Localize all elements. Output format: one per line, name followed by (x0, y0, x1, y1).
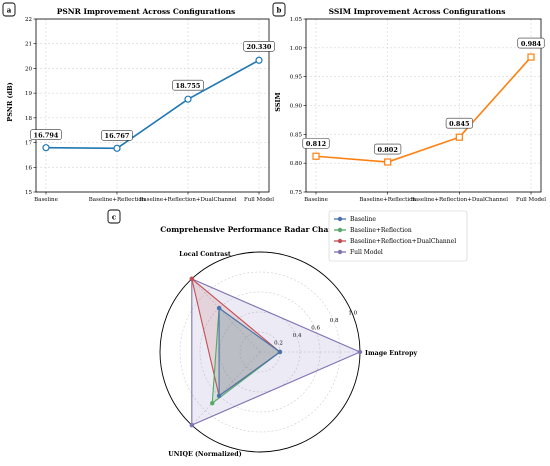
chart-a-ytick-label: 16 (25, 165, 32, 171)
chart-c-point (189, 422, 195, 428)
chart-c-legend-label: Full Model (350, 249, 383, 256)
chart-b-data-label-box (517, 37, 545, 49)
panel-label-b: b (272, 2, 286, 17)
chart-b-xtick-label: Baseline+Reflection (359, 197, 416, 203)
chart-c-axis-label: Image Entropy (365, 350, 417, 357)
chart-a-ytick-label: 22 (25, 17, 32, 23)
chart-b-series-line (315, 56, 532, 163)
chart-c-title: Comprehensive Performance Radar Chart (160, 225, 336, 234)
chart-c-legend-label: Baseline (350, 216, 376, 223)
chart-c-legend-swatch-dot (337, 249, 343, 255)
chart-a-ytick-label: 20 (25, 66, 32, 72)
chart-a-data-label-box (30, 129, 62, 140)
chart-a-ytick-label: 15 (25, 190, 32, 196)
chart-c-rtick-label: 0.8 (330, 318, 339, 324)
chart-b-data-label: 0.802 (377, 146, 397, 154)
chart-b-ytick-label: 1.05 (290, 17, 303, 23)
chart-a-ytick-label: 18 (25, 116, 32, 122)
chart-c-point (216, 393, 222, 399)
chart-a-xtick-label: Baseline+Reflection (89, 197, 146, 203)
chart-b-point (455, 133, 463, 141)
chart-b-axes-frame (305, 18, 542, 193)
chart-b-data-label-box (302, 137, 330, 149)
chart-c-rtick-label: 1.0 (348, 311, 357, 317)
chart-b-ytick-label: 1.00 (290, 46, 303, 52)
chart-a-point (42, 144, 50, 152)
chart-a-data-label: 20.330 (247, 43, 272, 51)
chart-a-xtick-label: Baseline (34, 197, 58, 203)
chart-c-rtick-label: 0.2 (274, 341, 283, 347)
chart-b-plot: 0.75 0.80 0.85 0.90 0.95 1.00 1.05 Baseline Base… (290, 17, 547, 203)
chart-b-ytick-label: 0.75 (290, 190, 303, 196)
chart-a-data-label: 18.755 (176, 82, 201, 90)
svg-text:c: c (112, 213, 116, 222)
chart-a-series-line (45, 59, 260, 150)
panel-label-a: a (2, 2, 16, 17)
chart-a-plot: 15 16 17 18 19 20 21 22 Baseline Baseline+Reflect… (25, 17, 275, 203)
chart-c-legend-swatch-dot (337, 238, 343, 244)
panel-label-c: c (107, 209, 121, 224)
chart-c-series-area (191, 278, 362, 426)
svg-text:b: b (277, 6, 282, 15)
chart-b-data-label: 0.984 (521, 40, 542, 48)
svg-text:a: a (7, 6, 12, 15)
chart-a-title: PSNR Improvement Across Configurations (57, 7, 236, 16)
chart-b-xtick-label: Baseline+Reflection+DualChannel (411, 197, 509, 203)
chart-b-point (312, 152, 320, 160)
chart-b-ytick-label: 0.85 (290, 132, 303, 138)
chart-b-title: SSIM Improvement Across Configurations (329, 7, 506, 16)
chart-b-ytick-label: 0.80 (290, 161, 303, 167)
chart-b-ylabel: SSIM (274, 92, 282, 111)
chart-a-point (113, 144, 121, 152)
chart-b-ytick-label: 0.90 (290, 104, 303, 110)
chart-a-point (184, 95, 192, 103)
chart-c-point (210, 400, 215, 406)
chart-b-data-label: 0.812 (306, 140, 326, 148)
chart-a-data-label-box (243, 40, 275, 52)
chart-c-plot: 0.2 0.4 0.6 0.8 1.0 Image Entropy Local Contra… (159, 251, 417, 458)
chart-b-xtick-label: Full Model (516, 197, 546, 203)
chart-b-data-label: 0.845 (449, 120, 470, 128)
chart-b-point (384, 158, 392, 166)
chart-a-ytick-label: 19 (25, 91, 32, 97)
chart-c-legend-label: Baseline+Reflection (350, 227, 412, 234)
chart-b-point (527, 53, 535, 61)
chart-a-point (255, 56, 263, 64)
chart-a-ylabel: PSNR (dB) (6, 82, 14, 121)
chart-a-data-label-box (172, 79, 204, 91)
chart-b-ytick-label: 0.95 (290, 75, 303, 81)
chart-a-xtick-label: Baseline+Reflection+DualChannel (139, 197, 237, 203)
chart-c-point (277, 349, 283, 355)
chart-c-rtick-label: 0.4 (293, 333, 302, 339)
chart-c-point (189, 276, 195, 282)
chart-c-legend-swatch-dot (337, 227, 343, 233)
chart-c-series-area (218, 307, 281, 397)
chart-a-axes-frame (35, 18, 270, 193)
chart-c-point (357, 349, 363, 355)
chart-b-xtick-label: Baseline (304, 197, 328, 203)
chart-c-legend-swatch-dot (337, 216, 343, 222)
chart-a-data-label: 16.767 (105, 132, 130, 140)
chart-b-data-label-box (374, 143, 402, 155)
chart-c-legend-frame (328, 210, 468, 262)
chart-c-axis-label: Local Contrast (179, 251, 231, 258)
chart-a-data-label: 16.794 (34, 131, 59, 139)
chart-c-axis-label: UNIQE (Normalized) (168, 451, 241, 458)
chart-c-spoke (191, 278, 261, 353)
chart-c-point (216, 305, 222, 311)
chart-a-data-label-box (101, 130, 133, 141)
chart-a-xtick-label: Full Model (244, 197, 274, 203)
chart-c-rtick-label: 0.6 (311, 326, 320, 332)
chart-a-ytick-label: 21 (25, 42, 32, 48)
chart-c-legend: Baseline Baseline+Reflection Baseline+Refl… (328, 210, 468, 262)
chart-a-ytick-label: 17 (25, 141, 32, 147)
chart-c-legend-label: Baseline+Reflection+DualChannel (350, 238, 456, 245)
chart-c-spoke (191, 351, 261, 426)
chart-b-data-label-box (445, 117, 473, 129)
